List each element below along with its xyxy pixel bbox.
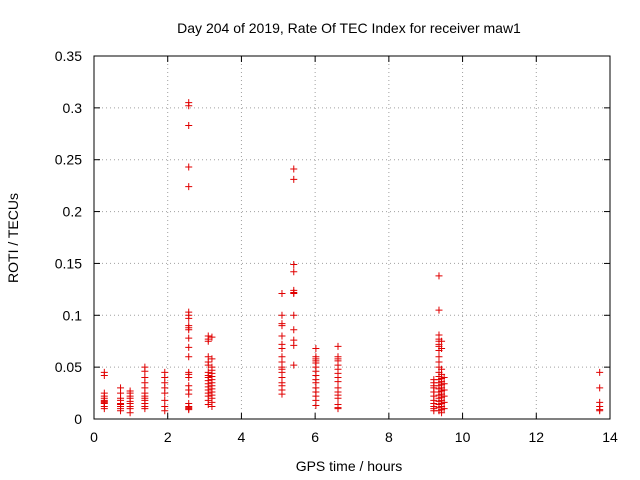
data-point: [185, 102, 193, 110]
data-point: [290, 175, 298, 183]
data-point: [596, 407, 604, 415]
grid-lines: [94, 56, 610, 419]
x-axis-ticks: 0 2 4 6 8 10 12 14: [90, 56, 618, 445]
data-point: [440, 380, 448, 388]
data-point: [161, 407, 169, 415]
data-point: [204, 400, 212, 408]
data-point: [290, 326, 298, 334]
data-point: [438, 337, 446, 345]
y-axis-label: ROTI / TECUs: [5, 193, 21, 283]
data-point: [208, 355, 216, 363]
data-point: [290, 341, 298, 349]
data-point: [278, 311, 286, 319]
data-point: [185, 121, 193, 129]
x-tick-label: 0: [90, 429, 98, 445]
data-point: [278, 322, 286, 330]
data-point: [440, 374, 448, 382]
data-point: [185, 334, 193, 342]
data-point: [141, 405, 149, 413]
data-point: [278, 332, 286, 340]
y-tick-label: 0.15: [55, 255, 82, 271]
data-point: [185, 314, 193, 322]
data-point: [204, 361, 212, 369]
data-point: [208, 333, 216, 341]
y-axis-ticks: 0 0.05 0.1 0.15 0.2 0.25 0.3 0.35: [55, 48, 610, 427]
data-point: [290, 260, 298, 268]
data-point: [435, 306, 443, 314]
y-tick-label: 0.3: [63, 100, 83, 116]
data-point: [440, 398, 448, 406]
data-point: [117, 407, 125, 415]
data-point: [334, 394, 342, 402]
data-point: [596, 368, 604, 376]
x-tick-label: 6: [311, 429, 319, 445]
plot-frame: [93, 55, 611, 420]
data-points: [100, 99, 604, 417]
y-tick-label: 0: [74, 411, 82, 427]
data-point: [185, 406, 193, 414]
data-point: [290, 311, 298, 319]
chart-title: Day 204 of 2019, Rate Of TEC Index for r…: [177, 20, 521, 36]
y-tick-label: 0.2: [63, 204, 83, 220]
data-point: [100, 405, 108, 413]
data-point: [126, 409, 134, 417]
data-point: [278, 390, 286, 398]
x-axis-label: GPS time / hours: [296, 458, 403, 474]
data-point: [185, 353, 193, 361]
data-point: [185, 343, 193, 351]
data-point: [596, 384, 604, 392]
data-point: [141, 367, 149, 375]
data-point: [185, 163, 193, 171]
x-tick-label: 14: [602, 429, 618, 445]
data-point: [161, 389, 169, 397]
data-point: [185, 183, 193, 191]
x-tick-label: 4: [238, 429, 246, 445]
data-point: [278, 344, 286, 352]
data-point: [290, 165, 298, 173]
data-point: [438, 344, 446, 352]
data-point: [440, 386, 448, 394]
plot-border: [93, 55, 611, 420]
data-point: [290, 268, 298, 276]
data-point: [334, 378, 342, 386]
data-point: [204, 337, 212, 345]
data-point: [278, 290, 286, 298]
data-point: [290, 290, 298, 298]
data-point: [312, 344, 320, 352]
data-point: [208, 403, 216, 411]
x-tick-label: 2: [164, 429, 172, 445]
data-point: [185, 390, 193, 398]
data-point: [290, 361, 298, 369]
data-point: [435, 272, 443, 280]
data-point: [312, 402, 320, 410]
x-tick-label: 10: [455, 429, 471, 445]
data-point: [334, 342, 342, 350]
y-tick-label: 0.1: [63, 307, 83, 323]
data-point: [334, 405, 342, 413]
y-tick-label: 0.05: [55, 359, 82, 375]
data-point: [440, 405, 448, 413]
y-tick-label: 0.35: [55, 48, 82, 64]
data-point: [161, 396, 169, 404]
y-tick-label: 0.25: [55, 152, 82, 168]
data-point: [438, 409, 446, 417]
data-point: [440, 392, 448, 400]
x-tick-label: 12: [528, 429, 544, 445]
data-point: [100, 371, 108, 379]
x-tick-label: 8: [385, 429, 393, 445]
data-point: [185, 374, 193, 382]
data-point: [185, 326, 193, 334]
